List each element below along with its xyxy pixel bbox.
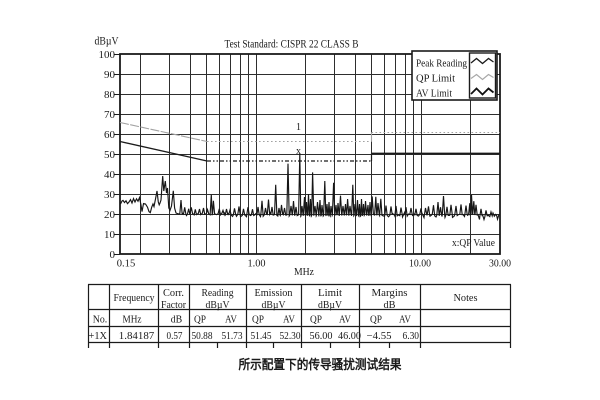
svg-text:No.: No.	[93, 314, 108, 326]
svg-text:46.00: 46.00	[338, 330, 361, 342]
svg-text:MHz: MHz	[294, 267, 314, 278]
svg-text:52.30: 52.30	[280, 330, 301, 342]
svg-text:AV: AV	[225, 314, 237, 326]
svg-text:QP: QP	[194, 314, 206, 326]
svg-text:dBµV: dBµV	[318, 299, 342, 311]
svg-text:dBµV: dBµV	[95, 36, 120, 48]
svg-text:1.00: 1.00	[248, 259, 266, 270]
svg-text:Limit: Limit	[318, 287, 342, 299]
svg-text:QP Limit: QP Limit	[416, 74, 455, 85]
svg-text:Margins: Margins	[372, 287, 408, 299]
svg-text:MHz: MHz	[123, 314, 142, 326]
svg-text:x: x	[296, 146, 301, 157]
svg-text:0.57: 0.57	[167, 330, 183, 342]
svg-text:1: 1	[296, 122, 301, 133]
svg-text:Peak Reading: Peak Reading	[416, 59, 468, 70]
svg-text:10: 10	[104, 229, 116, 241]
svg-text:AV: AV	[339, 314, 351, 326]
svg-text:QP: QP	[370, 314, 382, 326]
svg-text:30: 30	[104, 189, 116, 201]
svg-text:所示配置下的传导骚扰测试结果: 所示配置下的传导骚扰测试结果	[239, 357, 402, 372]
svg-text:AV: AV	[283, 314, 295, 326]
svg-text:51.73: 51.73	[222, 330, 243, 342]
svg-text:1.84187: 1.84187	[119, 330, 155, 342]
svg-text:56.00: 56.00	[310, 330, 333, 342]
svg-text:51.45: 51.45	[251, 330, 272, 342]
svg-text:Reading: Reading	[202, 287, 234, 299]
svg-text:+1X: +1X	[89, 330, 108, 342]
svg-text:80: 80	[104, 89, 116, 101]
svg-text:−4.55: −4.55	[367, 330, 392, 342]
svg-text:50: 50	[104, 149, 116, 161]
svg-text:70: 70	[104, 109, 116, 121]
svg-text:0: 0	[110, 249, 116, 261]
svg-text:Frequency: Frequency	[114, 292, 155, 304]
svg-text:0.15: 0.15	[117, 259, 136, 270]
svg-text:Emission: Emission	[255, 287, 293, 299]
svg-text:dB: dB	[171, 314, 183, 326]
svg-text:dBµV: dBµV	[262, 299, 286, 311]
svg-text:dBµV: dBµV	[206, 299, 230, 311]
svg-text:QP: QP	[310, 314, 322, 326]
svg-text:40: 40	[104, 169, 116, 181]
svg-text:50.88: 50.88	[192, 330, 213, 342]
svg-text:20: 20	[104, 209, 116, 221]
svg-text:Test Standard: CISPR 22 CLASS: Test Standard: CISPR 22 CLASS B	[225, 39, 359, 51]
svg-text:10.00: 10.00	[409, 259, 431, 270]
svg-text:Corr.: Corr.	[163, 287, 184, 299]
svg-text:x:QP Value: x:QP Value	[452, 238, 495, 249]
svg-text:60: 60	[104, 129, 116, 141]
svg-text:AV: AV	[399, 314, 411, 326]
svg-text:dB: dB	[384, 299, 396, 311]
svg-text:Factor: Factor	[161, 299, 186, 311]
svg-text:AV Limit: AV Limit	[416, 89, 452, 100]
svg-text:30.00: 30.00	[489, 259, 511, 270]
svg-text:Notes: Notes	[454, 292, 478, 304]
svg-text:QP: QP	[252, 314, 264, 326]
svg-text:6.30: 6.30	[403, 330, 420, 342]
svg-text:100: 100	[99, 49, 116, 61]
svg-text:90: 90	[104, 69, 116, 81]
